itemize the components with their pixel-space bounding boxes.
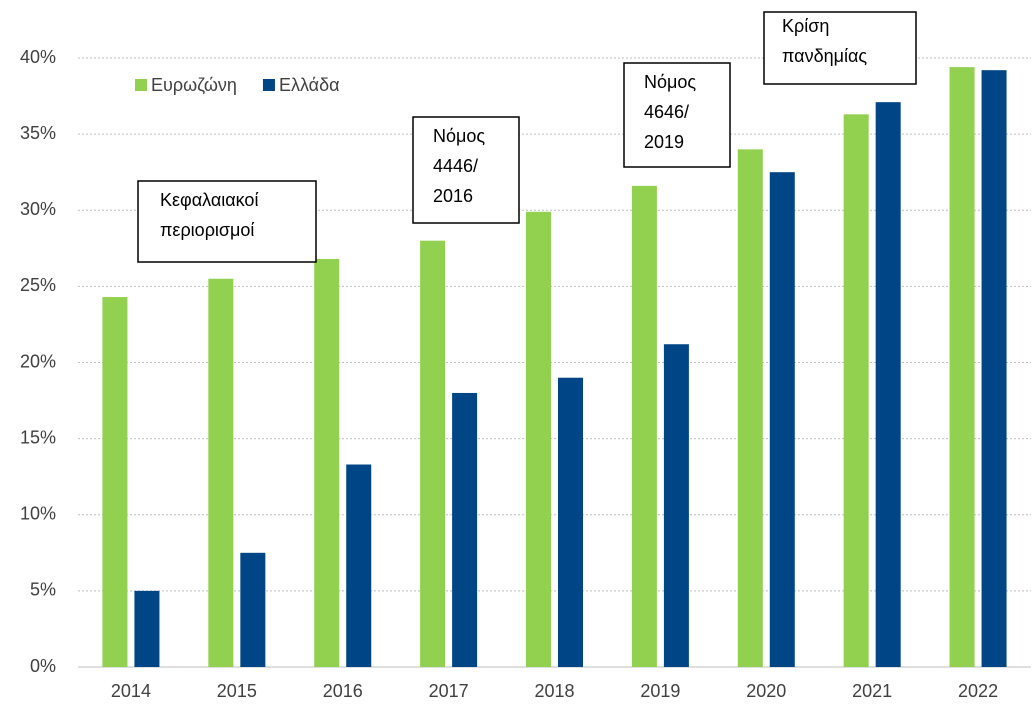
x-tick-label: 2017 (429, 681, 469, 701)
bar (420, 240, 446, 667)
bar (769, 172, 795, 667)
annotation-text: Νόμος (433, 126, 485, 146)
legend-label: Ευρωζώνη (151, 75, 237, 95)
annotation-text: 2019 (644, 132, 684, 152)
annotation-text: Νόμος (644, 72, 696, 92)
x-tick-label: 2018 (534, 681, 574, 701)
annotation-box (763, 11, 917, 85)
annotation-text: 2016 (433, 186, 473, 206)
bar (240, 552, 266, 667)
y-tick-label: 40% (20, 47, 56, 67)
x-tick-label: 2021 (852, 681, 892, 701)
annotation-box (623, 62, 731, 168)
x-tick-label: 2019 (640, 681, 680, 701)
bar (452, 392, 478, 667)
bar (663, 344, 689, 667)
bar (314, 258, 340, 667)
bar (737, 149, 763, 668)
bar (526, 211, 551, 667)
bar (981, 70, 1007, 668)
annotation-text: Κεφαλαιακοί (160, 190, 258, 210)
annotation-text: Κρίση (782, 16, 829, 36)
annotation-box (412, 116, 520, 224)
bar (875, 102, 901, 668)
x-tick-label: 2016 (323, 681, 363, 701)
x-tick-label: 2015 (217, 681, 257, 701)
annotation-text: περιορισμοί (160, 220, 254, 240)
annotation-text: 4646/ (644, 102, 689, 122)
bar (346, 464, 372, 667)
annotation-box (137, 180, 317, 263)
x-tick-label: 2014 (111, 681, 151, 701)
annotation-text: 4446/ (433, 156, 478, 176)
bar (208, 278, 234, 667)
legend-label: Ελλάδα (279, 75, 340, 95)
y-tick-label: 10% (20, 504, 56, 524)
bar (102, 297, 128, 667)
y-tick-label: 30% (20, 199, 56, 219)
annotation-text: πανδημίας (782, 46, 867, 66)
bar (843, 114, 869, 667)
bar (558, 377, 583, 667)
x-tick-label: 2020 (746, 681, 786, 701)
x-tick-label: 2022 (958, 681, 998, 701)
y-tick-label: 20% (20, 351, 56, 371)
y-tick-label: 35% (20, 123, 56, 143)
bar (949, 67, 975, 667)
legend-swatch (262, 79, 275, 91)
bar (631, 185, 657, 667)
y-tick-label: 15% (20, 427, 56, 447)
y-tick-label: 25% (20, 275, 56, 295)
annotation: Κρίση πανδημίας (763, 11, 917, 85)
y-tick-label: 0% (30, 656, 56, 676)
annotation: Νόμος 4446/2016 (412, 116, 520, 224)
legend-swatch (135, 79, 147, 91)
annotation: Κεφαλαιακοί περιορισμοί (137, 180, 317, 263)
y-tick-label: 5% (30, 580, 56, 600)
bar (134, 590, 160, 667)
annotation: Νόμος 4646/2019 (623, 62, 731, 168)
